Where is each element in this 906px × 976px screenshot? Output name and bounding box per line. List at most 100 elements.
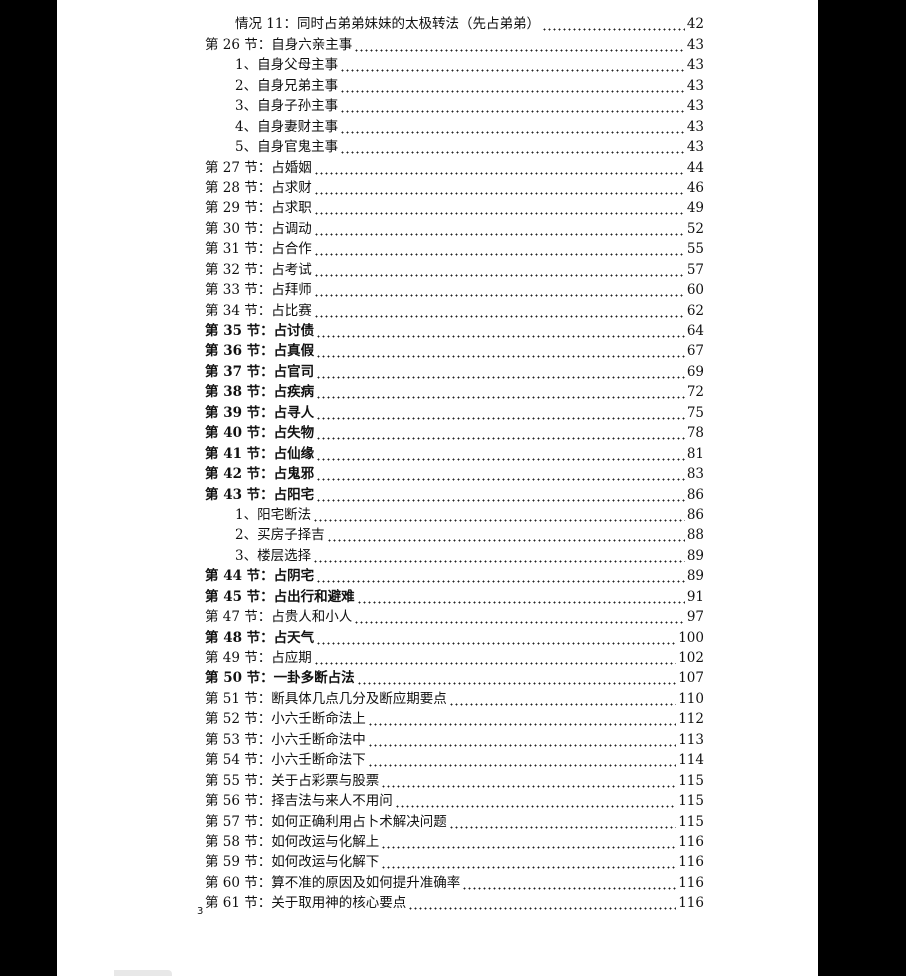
toc-entry[interactable]: 3、自身子孙主事 43: [205, 96, 704, 117]
horizontal-scrollbar[interactable]: [114, 970, 172, 976]
toc-entry[interactable]: 第 53 节：小六壬断命法中 113: [205, 729, 704, 750]
toc-entry-page: 42: [686, 16, 704, 33]
toc-entry[interactable]: 4、自身妻财主事 43: [205, 116, 704, 137]
toc-entry-page: 115: [678, 772, 704, 789]
dot-leader: [340, 137, 685, 158]
dot-leader: [316, 566, 685, 587]
toc-entry-title: 第 61 节：关于取用神的核心要点: [205, 895, 407, 912]
toc-entry-title: 第 51 节：断具体几点几分及断应期要点: [205, 690, 447, 707]
toc-entry[interactable]: 第 45 节：占出行和避难 91: [205, 586, 704, 607]
toc-entry-title: 5、自身官鬼主事: [235, 139, 339, 156]
dot-leader: [367, 750, 677, 771]
table-of-contents: 情况 11：同时占弟弟妹妹的太极转法（先占弟弟） 42 第 26 节：自身六亲主事 4…: [205, 14, 704, 914]
toc-entry[interactable]: 第 51 节：断具体几点几分及断应期要点 110: [205, 688, 704, 709]
toc-entry-title: 第 56 节：择吉法与来人不用问: [205, 793, 393, 810]
toc-entry[interactable]: 第 38 节：占疾病 72: [205, 382, 704, 403]
dot-leader: [316, 402, 685, 423]
toc-entry-title: 2、自身兄弟主事: [235, 77, 339, 94]
toc-entry-page: 64: [686, 323, 704, 339]
dot-leader: [316, 423, 685, 444]
dot-leader: [381, 770, 677, 791]
toc-entry[interactable]: 2、买房子择吉 88: [205, 525, 704, 546]
dot-leader: [316, 443, 685, 464]
toc-entry-page: 60: [686, 282, 704, 299]
toc-entry[interactable]: 第 27 节：占婚姻 44: [205, 157, 704, 178]
toc-entry-title: 第 27 节：占婚姻: [205, 159, 312, 176]
toc-entry-page: 88: [686, 527, 704, 544]
toc-entry-title: 第 30 节：占调动: [205, 220, 312, 237]
toc-entry[interactable]: 1、自身父母主事 43: [205, 55, 704, 76]
toc-entry-title: 第 41 节：占仙缘: [205, 445, 315, 462]
toc-entry-title: 第 52 节：小六壬断命法上: [205, 711, 366, 728]
toc-entry[interactable]: 第 40 节：占失物 78: [205, 423, 704, 444]
toc-entry-page: 52: [686, 220, 704, 237]
toc-entry-title: 第 42 节：占鬼邪: [205, 466, 315, 483]
toc-entry[interactable]: 第 50 节：一卦多断占法 107: [205, 668, 704, 689]
toc-entry[interactable]: 第 43 节：占阳宅 86: [205, 484, 704, 505]
toc-entry[interactable]: 3、楼层选择 89: [205, 545, 704, 566]
toc-entry-page: 113: [678, 731, 704, 748]
toc-entry-title: 3、自身子孙主事: [235, 98, 339, 115]
dot-leader: [316, 361, 685, 382]
toc-entry[interactable]: 第 48 节：占天气 100: [205, 627, 704, 648]
toc-entry-page: 46: [686, 179, 704, 196]
toc-entry[interactable]: 第 32 节：占考试 57: [205, 259, 704, 280]
toc-entry[interactable]: 第 47 节：占贵人和小人 97: [205, 607, 704, 628]
toc-entry-page: 116: [678, 895, 704, 912]
toc-entry[interactable]: 第 37 节：占官司 69: [205, 361, 704, 382]
toc-entry-title: 情况 11：同时占弟弟妹妹的太极转法（先占弟弟）: [235, 16, 540, 33]
toc-entry[interactable]: 2、自身兄弟主事 43: [205, 75, 704, 96]
toc-entry[interactable]: 第 30 节：占调动 52: [205, 218, 704, 239]
toc-entry[interactable]: 第 35 节：占讨债 64: [205, 321, 704, 341]
dot-leader: [381, 831, 677, 852]
toc-entry[interactable]: 第 58 节：如何改运与化解上 116: [205, 831, 704, 852]
toc-entry[interactable]: 第 56 节：择吉法与来人不用问 115: [205, 791, 704, 812]
toc-entry-page: 83: [686, 466, 704, 483]
toc-entry-title: 第 37 节：占官司: [205, 363, 315, 380]
toc-entry[interactable]: 第 36 节：占真假 67: [205, 341, 704, 362]
toc-entry-page: 43: [686, 98, 704, 115]
toc-entry[interactable]: 第 57 节：如何正确利用占卜术解决问题 115: [205, 811, 704, 832]
toc-entry-page: 89: [686, 547, 704, 564]
toc-entry[interactable]: 第 55 节：关于占彩票与股票 115: [205, 770, 704, 791]
toc-entry[interactable]: 第 39 节：占寻人 75: [205, 402, 704, 423]
toc-entry[interactable]: 情况 11：同时占弟弟妹妹的太极转法（先占弟弟） 42: [205, 14, 704, 35]
dot-leader: [340, 75, 685, 96]
toc-entry[interactable]: 第 29 节：占求职 49: [205, 198, 704, 219]
toc-entry[interactable]: 第 44 节：占阴宅 89: [205, 566, 704, 587]
toc-entry[interactable]: 第 34 节：占比赛 62: [205, 300, 704, 321]
toc-entry[interactable]: 第 54 节：小六壬断命法下 114: [205, 750, 704, 771]
dot-leader: [340, 55, 685, 76]
toc-entry-page: 114: [678, 752, 704, 769]
toc-entry-page: 62: [686, 302, 704, 319]
toc-entry-title: 第 48 节：占天气: [205, 629, 315, 646]
toc-entry-page: 107: [678, 670, 704, 687]
toc-entry[interactable]: 第 33 节：占拜师 60: [205, 280, 704, 301]
toc-entry[interactable]: 第 31 节：占合作 55: [205, 239, 704, 260]
toc-entry-page: 55: [686, 241, 704, 258]
toc-entry[interactable]: 第 59 节：如何改运与化解下 116: [205, 852, 704, 873]
toc-entry-page: 91: [686, 588, 704, 605]
toc-entry-title: 第 26 节：自身六亲主事: [205, 36, 353, 53]
toc-entry-title: 第 35 节：占讨债: [205, 323, 315, 339]
toc-entry-title: 第 29 节：占求职: [205, 200, 312, 217]
toc-entry[interactable]: 第 41 节：占仙缘 81: [205, 443, 704, 464]
dot-leader: [313, 177, 685, 198]
toc-entry[interactable]: 第 49 节：占应期 102: [205, 648, 704, 668]
toc-entry[interactable]: 5、自身官鬼主事 43: [205, 137, 704, 158]
toc-entry[interactable]: 第 26 节：自身六亲主事 43: [205, 34, 704, 55]
toc-entry[interactable]: 1、阳宅断法 86: [205, 504, 704, 525]
toc-entry[interactable]: 第 60 节：算不准的原因及如何提升准确率 116: [205, 872, 704, 893]
toc-entry-page: 43: [686, 118, 704, 135]
toc-entry[interactable]: 第 42 节：占鬼邪 83: [205, 464, 704, 485]
dot-leader: [408, 893, 677, 914]
toc-entry[interactable]: 第 52 节：小六壬断命法上 112: [205, 709, 704, 730]
toc-entry-title: 第 53 节：小六壬断命法中: [205, 731, 366, 748]
toc-entry-page: 89: [686, 568, 704, 585]
toc-entry-title: 第 33 节：占拜师: [205, 282, 312, 299]
toc-entry-page: 43: [686, 57, 704, 74]
dot-leader: [367, 709, 677, 730]
toc-entry[interactable]: 第 28 节：占求财 46: [205, 177, 704, 198]
toc-entry[interactable]: 第 61 节：关于取用神的核心要点 116: [205, 893, 704, 914]
toc-entry-page: 57: [686, 261, 704, 278]
